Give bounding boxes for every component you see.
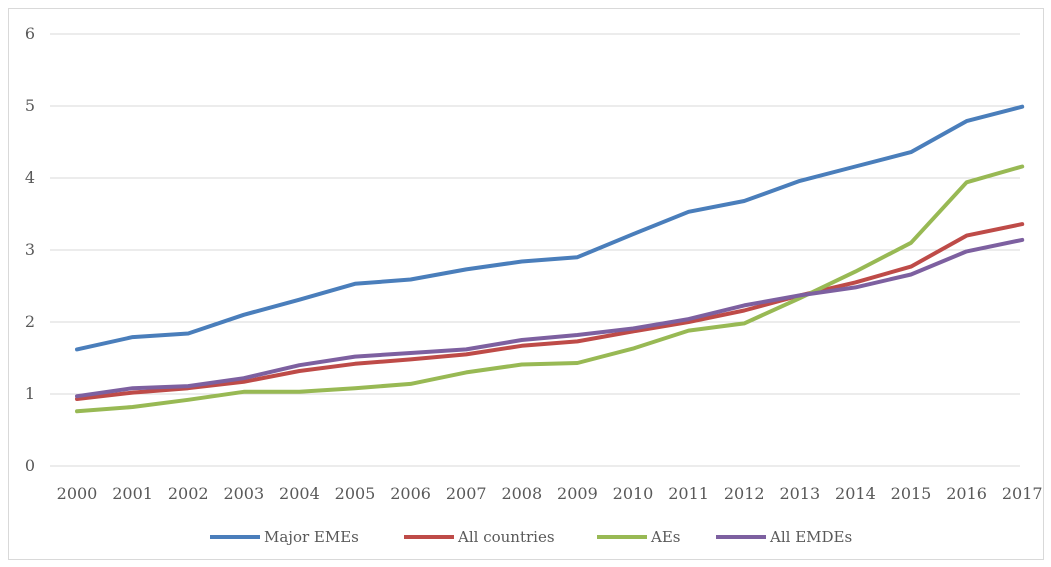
y-tick-label: 5	[25, 96, 35, 115]
legend-label: All countries	[457, 528, 555, 546]
y-tick-label: 0	[25, 456, 35, 475]
x-tick-label: 2007	[446, 484, 487, 503]
x-tick-label: 2016	[946, 484, 987, 503]
y-tick-label: 4	[25, 168, 35, 187]
x-tick-label: 2008	[501, 484, 542, 503]
x-tick-label: 2005	[335, 484, 376, 503]
x-tick-label: 2015	[891, 484, 932, 503]
series-line-all-countries	[75, 222, 1025, 401]
x-tick-label: 2012	[724, 484, 765, 503]
x-tick-label: 2001	[112, 484, 153, 503]
x-tick-label: 2000	[57, 484, 98, 503]
x-axis-tick-labels: 2000 2001 2002 2003 2004 2005 2006 2007 2008 2009…	[57, 484, 1043, 503]
series-lines	[75, 104, 1025, 414]
y-tick-label: 1	[25, 384, 35, 403]
x-tick-label: 2004	[279, 484, 320, 503]
x-tick-label: 2010	[613, 484, 654, 503]
x-tick-label: 2009	[557, 484, 598, 503]
legend-label: Major EMEs	[264, 528, 359, 546]
x-tick-label: 2003	[223, 484, 264, 503]
legend: Major EMEs All countries AEs All EMDEs	[210, 528, 852, 546]
y-tick-label: 6	[25, 24, 35, 43]
series-line-major-emes	[75, 104, 1025, 352]
series-line-all-emdes	[75, 237, 1025, 399]
gridlines	[50, 33, 1020, 467]
chart-frame	[8, 8, 1044, 560]
series-line-aes	[75, 164, 1025, 414]
x-tick-label: 2006	[390, 484, 431, 503]
y-axis-tick-labels: 0 1 2 3 4 5 6	[25, 24, 35, 475]
x-tick-label: 2013	[779, 484, 820, 503]
x-tick-label: 2014	[835, 484, 876, 503]
x-tick-label: 2011	[668, 484, 709, 503]
legend-label: AEs	[650, 528, 680, 546]
y-tick-label: 2	[25, 312, 35, 331]
x-tick-label: 2017	[1002, 484, 1043, 503]
legend-label: All EMDEs	[769, 528, 852, 546]
y-tick-label: 3	[25, 240, 35, 259]
x-tick-label: 2002	[168, 484, 209, 503]
